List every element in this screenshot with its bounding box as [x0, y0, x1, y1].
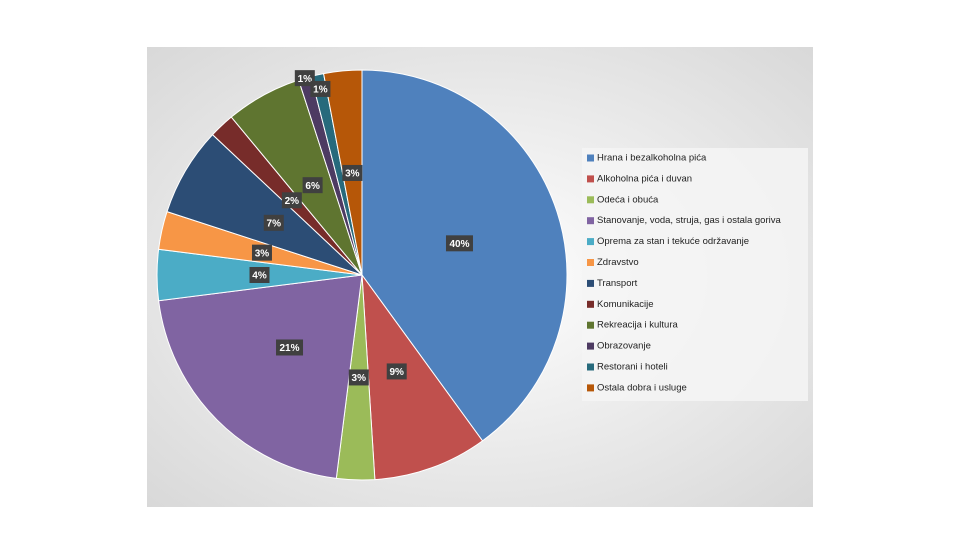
data-label-box: [386, 363, 407, 380]
pie-slice: [361, 273, 484, 481]
legend-label: Zdravstvo: [597, 257, 639, 268]
legend-marker: [587, 259, 594, 266]
pie-slice: [158, 274, 363, 479]
data-label: 21%: [280, 343, 300, 354]
legend-marker: [587, 154, 594, 162]
legend-marker: [587, 342, 594, 350]
pie-slice: [361, 69, 568, 442]
data-label: 1%: [298, 74, 313, 85]
legend-label: Hrana i bezalkoholna pića: [597, 153, 707, 164]
legend-marker: [587, 175, 594, 183]
legend-box: [582, 148, 808, 401]
legend-label: Stanovanje, voda, struja, gas i ostala g…: [597, 215, 781, 226]
data-label-box: [249, 267, 270, 283]
data-label-box: [302, 177, 323, 194]
data-label: 4%: [252, 271, 267, 282]
data-label-box: [251, 244, 272, 261]
data-label-box: [310, 80, 331, 97]
data-label-box: [294, 70, 315, 87]
data-label: 7%: [267, 218, 282, 229]
legend-marker: [587, 300, 594, 308]
data-label: 1%: [313, 85, 328, 96]
data-label-box: [342, 164, 363, 181]
legend-label: Restorani i hoteli: [597, 362, 668, 373]
legend-label: Ostala dobra i usluge: [597, 382, 687, 393]
legend: Hrana i bezalkoholna pića Alkoholna pića …: [587, 153, 781, 393]
legend-label: Komunikacije: [597, 299, 654, 310]
data-label: 3%: [352, 373, 367, 384]
legend-marker: [587, 321, 594, 329]
pie: [156, 69, 568, 481]
data-label: 3%: [345, 169, 360, 180]
legend-marker: [587, 217, 594, 225]
data-label: 40%: [449, 239, 469, 250]
legend-marker: [587, 384, 594, 392]
legend-label: Transport: [597, 278, 638, 289]
data-label-box: [276, 339, 304, 356]
legend-label: Obrazovanje: [597, 341, 651, 352]
legend-label: Oprema za stan i tekuće održavanje: [597, 236, 749, 247]
data-labels: 40% 9% 3% 21% 4% 3% 7%2% 6% 1%1% 3%: [249, 70, 473, 386]
legend-marker: [587, 363, 594, 371]
data-label: 6%: [305, 181, 320, 192]
data-label-box: [281, 192, 302, 209]
legend-label: Rekreacija i kultura: [597, 320, 678, 331]
data-label: 2%: [285, 196, 300, 207]
data-label: 9%: [389, 367, 404, 378]
data-label-box: [445, 235, 473, 252]
data-label: 3%: [255, 248, 270, 259]
legend-label: Odeća i obuća: [597, 194, 659, 205]
legend-marker: [587, 238, 594, 246]
data-label-box: [263, 214, 284, 231]
legend-marker: [587, 196, 594, 204]
legend-label: Alkoholna pića i duvan: [597, 173, 692, 184]
data-label-box: [348, 369, 369, 386]
legend-marker: [587, 279, 594, 287]
